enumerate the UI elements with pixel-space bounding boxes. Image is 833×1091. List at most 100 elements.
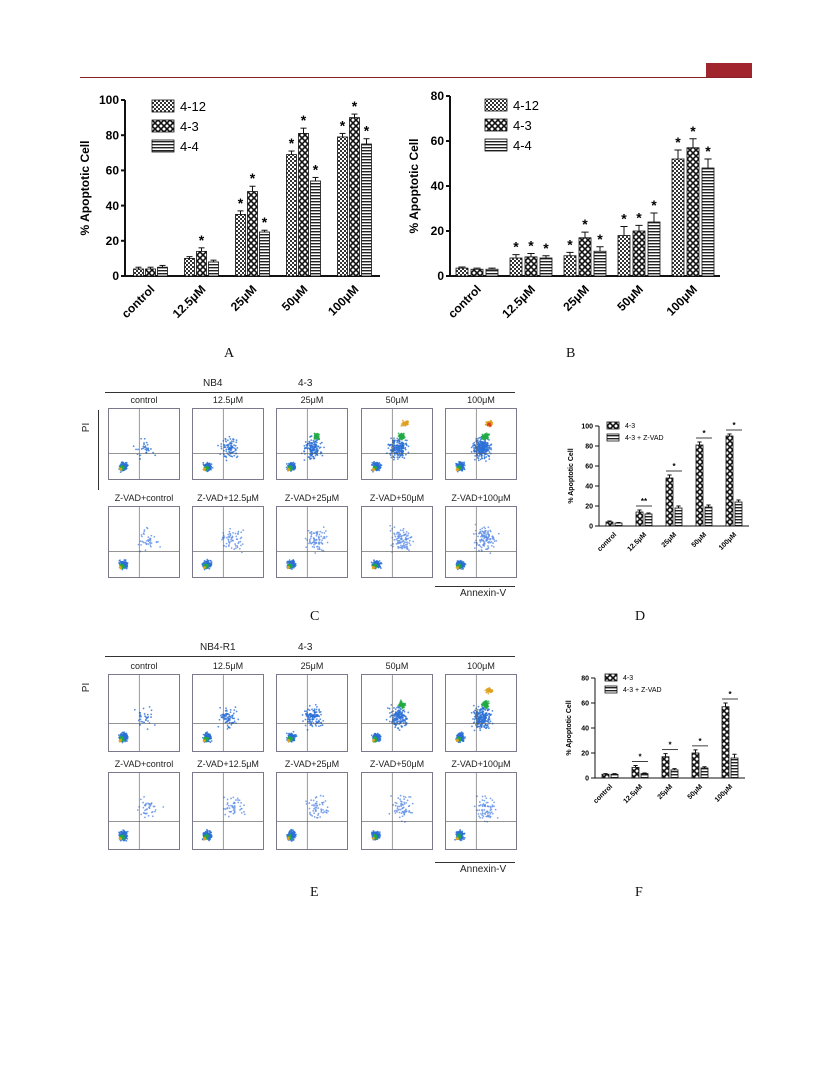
flow-event <box>121 467 124 469</box>
flow-event <box>142 707 145 710</box>
flow-event <box>139 723 142 726</box>
flow-event <box>490 544 493 547</box>
flow-event <box>481 436 484 439</box>
flow-event <box>234 444 237 447</box>
flow-event <box>399 450 402 453</box>
flow-event <box>208 565 211 568</box>
flow-event <box>126 464 129 467</box>
flow-event <box>377 566 380 569</box>
significance-star: * <box>289 135 295 151</box>
significance-star: * <box>301 112 307 128</box>
flow-event <box>204 564 207 566</box>
flow-event <box>398 440 400 443</box>
flow-event <box>484 436 487 439</box>
flow-event <box>120 561 123 564</box>
flow-event <box>292 730 295 733</box>
flow-event <box>205 464 207 467</box>
flow-event <box>370 734 373 737</box>
flow-event <box>483 434 485 436</box>
significance-star: * <box>728 690 732 699</box>
flow-c-y-axis-arrow <box>98 410 99 490</box>
flow-event <box>472 442 475 445</box>
flow-event <box>370 464 373 466</box>
flow-event <box>459 463 462 466</box>
bar <box>298 133 309 277</box>
flow-event <box>226 710 228 712</box>
flow-dot-cloud <box>362 675 432 751</box>
flow-event <box>478 549 480 552</box>
flow-event <box>228 435 231 438</box>
flow-event <box>314 552 317 554</box>
flow-event <box>292 566 295 569</box>
flow-event <box>323 535 326 538</box>
y-axis-label: % Apoptotic Cell <box>568 448 575 503</box>
flow-event <box>483 534 486 537</box>
flow-event <box>321 454 324 457</box>
flow-event <box>457 468 459 471</box>
flow-event <box>312 441 315 444</box>
flow-event <box>393 532 395 535</box>
flow-event <box>317 435 320 438</box>
flow-event <box>379 464 382 466</box>
flow-event <box>488 540 491 543</box>
flow-event <box>492 546 495 548</box>
flow-event <box>315 538 318 541</box>
panel-label-B: B <box>566 346 576 361</box>
flow-event <box>119 559 121 562</box>
flow-event <box>231 455 234 458</box>
flow-event <box>208 563 211 566</box>
x-tick-label: 100μM <box>325 282 361 318</box>
flow-event <box>486 421 488 424</box>
flow-event <box>312 457 315 460</box>
flow-event <box>139 454 142 457</box>
flow-event <box>202 733 205 736</box>
flow-dot-plot <box>361 408 433 480</box>
flow-event <box>233 450 235 453</box>
bar <box>734 501 743 527</box>
flow-event <box>208 463 211 466</box>
flow-event <box>317 543 320 545</box>
flow-e-x-axis-label: Annexin-V <box>460 864 507 875</box>
y-axis-label: % Apoptotic Cell <box>407 139 421 234</box>
flow-event <box>476 446 479 449</box>
flow-event <box>485 441 487 444</box>
flow-event <box>304 718 307 721</box>
flow-event <box>390 456 393 459</box>
flow-event <box>373 734 376 737</box>
flow-event <box>477 446 480 449</box>
flow-event <box>461 566 464 569</box>
flow-event <box>118 561 121 564</box>
flow-event <box>314 454 317 457</box>
flow-event <box>456 560 459 563</box>
flow-event <box>312 456 315 458</box>
flow-event <box>125 736 128 739</box>
flow-event <box>140 543 142 546</box>
y-tick-label: 40 <box>431 179 445 193</box>
flow-event <box>319 718 322 721</box>
significance-star: * <box>567 236 573 252</box>
flow-event <box>210 740 213 742</box>
y-tick-label: 80 <box>431 89 445 103</box>
flow-event <box>287 737 290 740</box>
flow-event <box>140 448 143 450</box>
flow-event <box>404 453 407 456</box>
flow-event <box>204 737 207 740</box>
flow-event <box>219 706 222 709</box>
flow-event <box>303 450 305 452</box>
flow-event <box>220 445 223 448</box>
y-tick-label: 80 <box>585 443 593 450</box>
flow-event <box>305 546 308 549</box>
flow-event <box>315 724 317 727</box>
flow-event <box>486 442 489 445</box>
flow-event <box>139 711 142 714</box>
x-tick-label: control <box>596 531 618 553</box>
flow-event <box>125 732 128 735</box>
legend-label: 4-3 <box>623 675 633 682</box>
significance-star: * <box>638 753 642 762</box>
flow-event <box>286 560 289 563</box>
flow-event <box>488 447 491 450</box>
flow-event <box>483 456 486 459</box>
legend-swatch <box>606 421 620 430</box>
flow-event <box>389 716 392 718</box>
flow-event <box>392 455 395 458</box>
